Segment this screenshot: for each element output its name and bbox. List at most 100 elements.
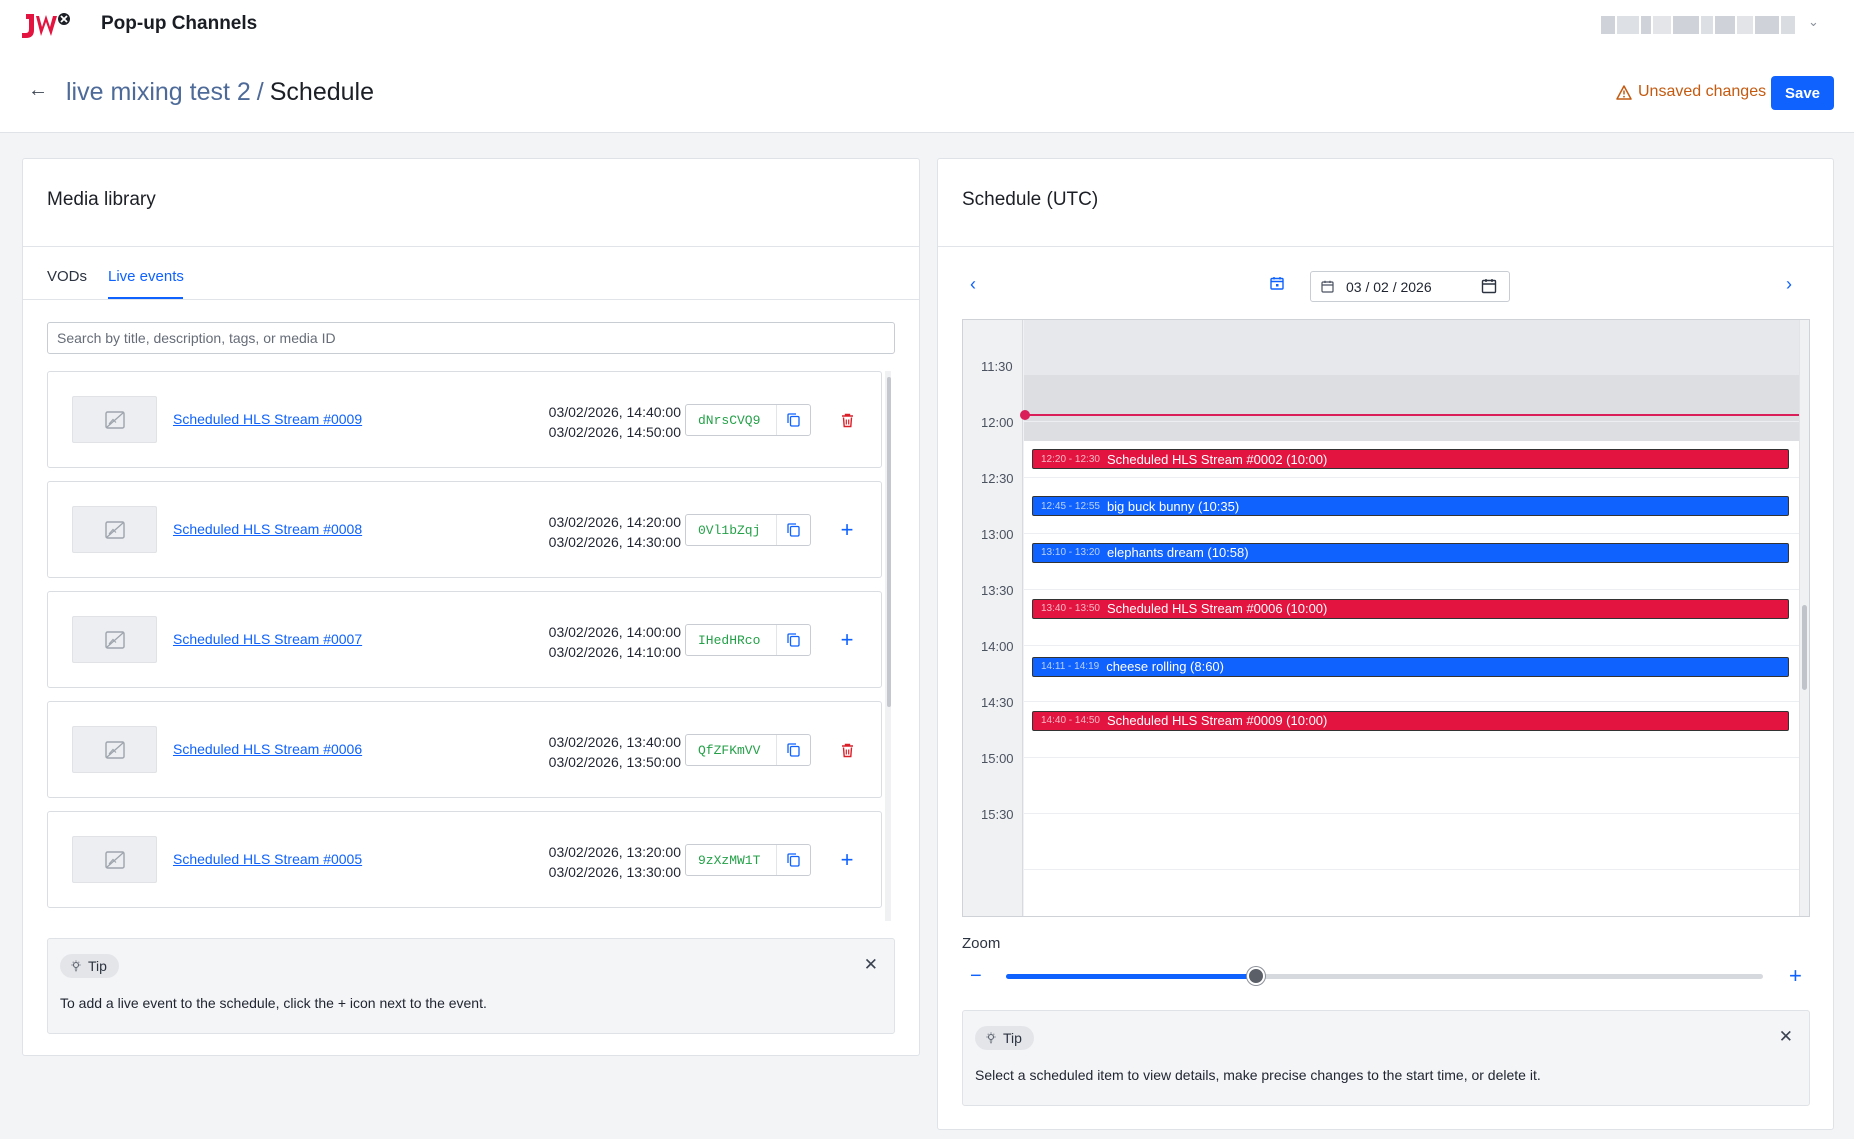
breadcrumb: live mixing test 2/Schedule bbox=[66, 78, 374, 107]
jw-logo[interactable] bbox=[20, 8, 84, 44]
schedule-event[interactable]: 12:45 - 12:55 big buck bunny (10:35) bbox=[1032, 496, 1789, 516]
tip-badge: Tip bbox=[60, 954, 119, 978]
event-time: 12:45 - 12:55 bbox=[1041, 500, 1100, 512]
breadcrumb-parent-link[interactable]: live mixing test 2 bbox=[66, 78, 251, 106]
media-id-value: 0Vl1bZqj bbox=[698, 523, 761, 538]
copy-icon[interactable] bbox=[776, 625, 810, 655]
divider bbox=[23, 246, 919, 247]
tab-live-events[interactable]: Live events bbox=[108, 268, 184, 285]
media-end-time: 03/02/2026, 14:10:00 bbox=[548, 644, 681, 660]
media-list-item[interactable]: Scheduled HLS Stream #0009 03/02/2026, 14… bbox=[47, 371, 882, 468]
tip-badge: Tip bbox=[975, 1026, 1034, 1050]
schedule-event[interactable]: 13:10 - 13:20 elephants dream (10:58) bbox=[1032, 542, 1789, 563]
date-picker-input[interactable]: 03 / 02 / 2026 bbox=[1310, 271, 1510, 302]
timeline-scrollbar[interactable] bbox=[1799, 320, 1809, 916]
add-icon[interactable]: + bbox=[840, 847, 854, 872]
media-id-field[interactable]: 9zXzMW1T bbox=[685, 844, 811, 876]
schedule-event[interactable]: 14:11 - 14:19 cheese rolling (8:60) bbox=[1032, 656, 1789, 677]
media-time-range: 03/02/2026, 14:40:00 03/02/2026, 14:50:00 bbox=[531, 402, 681, 442]
tip-label: Tip bbox=[1003, 1030, 1022, 1046]
past-time-region bbox=[1024, 375, 1799, 441]
media-time-range: 03/02/2026, 14:00:00 03/02/2026, 14:10:00 bbox=[531, 622, 681, 662]
user-account-name[interactable] bbox=[1601, 16, 1801, 34]
timeline-grid[interactable]: 12:20 - 12:30 Scheduled HLS Stream #0002 … bbox=[1020, 320, 1799, 916]
close-icon[interactable]: ✕ bbox=[863, 955, 878, 974]
schedule-event[interactable]: 14:40 - 14:50 Scheduled HLS Stream #0009 … bbox=[1032, 710, 1789, 731]
calendar-picker-icon[interactable] bbox=[1481, 278, 1497, 294]
media-id-field[interactable]: IHedHRco bbox=[685, 624, 811, 656]
media-time-range: 03/02/2026, 13:20:00 03/02/2026, 13:30:00 bbox=[531, 842, 681, 882]
zoom-out-icon[interactable]: − bbox=[970, 965, 982, 987]
schedule-event[interactable]: 13:40 - 13:50 Scheduled HLS Stream #0006 … bbox=[1032, 598, 1789, 619]
image-placeholder-icon bbox=[72, 726, 157, 773]
breadcrumb-separator: / bbox=[256, 78, 264, 106]
tip-box: Tip ✕ To add a live event to the schedul… bbox=[47, 938, 895, 1034]
calendar-icon bbox=[1321, 280, 1334, 293]
media-list-item[interactable]: Scheduled HLS Stream #0008 03/02/2026, 14… bbox=[47, 481, 882, 578]
copy-icon[interactable] bbox=[776, 405, 810, 435]
copy-icon[interactable] bbox=[776, 735, 810, 765]
copy-icon[interactable] bbox=[776, 845, 810, 875]
zoom-in-icon[interactable]: + bbox=[1789, 963, 1802, 988]
close-icon[interactable]: ✕ bbox=[1778, 1027, 1793, 1046]
tip-text: Select a scheduled item to view details,… bbox=[975, 1067, 1541, 1083]
back-arrow-icon[interactable]: ← bbox=[28, 79, 48, 101]
media-list-item[interactable]: Scheduled HLS Stream #0007 03/02/2026, 14… bbox=[47, 591, 882, 688]
time-label: 12:30 bbox=[981, 471, 1014, 486]
media-end-time: 03/02/2026, 14:50:00 bbox=[548, 424, 681, 440]
schedule-event[interactable]: 12:20 - 12:30 Scheduled HLS Stream #0002 … bbox=[1032, 449, 1789, 470]
current-time-line bbox=[1024, 414, 1799, 416]
tip-label: Tip bbox=[88, 958, 107, 974]
media-id-value: QfZFKmVV bbox=[698, 743, 761, 758]
add-icon[interactable]: + bbox=[840, 517, 854, 542]
media-list-item[interactable]: Scheduled HLS Stream #0006 03/02/2026, 13… bbox=[47, 701, 882, 798]
media-title-link[interactable]: Scheduled HLS Stream #0007 bbox=[173, 631, 363, 647]
media-title-link[interactable]: Scheduled HLS Stream #0009 bbox=[173, 411, 363, 427]
trash-icon[interactable] bbox=[838, 740, 856, 760]
trash-icon[interactable] bbox=[838, 410, 856, 430]
save-button[interactable]: Save bbox=[1771, 76, 1834, 110]
event-title: Scheduled HLS Stream #0002 (10:00) bbox=[1106, 451, 1328, 467]
media-end-time: 03/02/2026, 13:50:00 bbox=[548, 754, 681, 770]
event-title: cheese rolling (8:60) bbox=[1106, 659, 1224, 675]
lightbulb-icon bbox=[986, 1032, 996, 1044]
media-start-time: 03/02/2026, 14:00:00 bbox=[548, 624, 681, 640]
media-start-time: 03/02/2026, 14:40:00 bbox=[548, 404, 681, 420]
media-id-field[interactable]: QfZFKmVV bbox=[685, 734, 811, 766]
tab-vods[interactable]: VODs bbox=[47, 268, 88, 285]
media-list[interactable]: Scheduled HLS Stream #0009 03/02/2026, 14… bbox=[47, 371, 899, 921]
grid-line bbox=[1024, 869, 1799, 870]
event-time: 13:40 - 13:50 bbox=[1041, 603, 1100, 615]
chevron-down-icon[interactable]: ⌄ bbox=[1808, 14, 1819, 29]
grid-line bbox=[1024, 533, 1799, 534]
add-icon[interactable]: + bbox=[840, 627, 854, 652]
media-id-field[interactable]: 0Vl1bZqj bbox=[685, 514, 811, 546]
media-title-link[interactable]: Scheduled HLS Stream #0005 bbox=[173, 851, 363, 867]
chevron-left-icon[interactable]: ‹ bbox=[970, 274, 976, 294]
image-placeholder-icon bbox=[72, 396, 157, 443]
zoom-slider-handle[interactable] bbox=[1246, 967, 1265, 985]
chevron-right-icon[interactable]: › bbox=[1786, 274, 1792, 294]
timeline-scrollbar-thumb[interactable] bbox=[1802, 605, 1807, 690]
media-id-value: IHedHRco bbox=[698, 633, 761, 648]
media-id-field[interactable]: dNrsCVQ9 bbox=[685, 404, 811, 436]
copy-icon[interactable] bbox=[776, 515, 810, 545]
warning-icon bbox=[1616, 84, 1632, 100]
time-axis: 11:30 12:00 12:30 13:00 13:30 14:00 14:30 15:00… bbox=[963, 320, 1023, 916]
schedule-timeline[interactable]: 11:30 12:00 12:30 13:00 13:30 14:00 14:30 15:00… bbox=[962, 319, 1810, 917]
zoom-slider-track[interactable] bbox=[1006, 974, 1763, 979]
schedule-panel: Schedule (UTC) ‹ 03 / 02 / 2026 › 11:30 1… bbox=[937, 158, 1834, 1130]
calendar-today-icon[interactable] bbox=[1270, 276, 1284, 295]
time-label: 12:00 bbox=[981, 415, 1014, 430]
media-library-title: Media library bbox=[47, 189, 156, 210]
media-list-scrollbar-thumb[interactable] bbox=[887, 377, 891, 707]
media-start-time: 03/02/2026, 14:20:00 bbox=[548, 514, 681, 530]
media-search-input[interactable] bbox=[47, 322, 895, 354]
unsaved-changes-label: Unsaved changes bbox=[1638, 83, 1767, 100]
media-title-link[interactable]: Scheduled HLS Stream #0008 bbox=[173, 521, 363, 537]
media-title-link[interactable]: Scheduled HLS Stream #0006 bbox=[173, 741, 363, 757]
event-time: 14:11 - 14:19 bbox=[1041, 661, 1100, 673]
event-time: 14:40 - 14:50 bbox=[1041, 715, 1100, 727]
zoom-slider-fill bbox=[1006, 974, 1256, 979]
media-list-item[interactable]: Scheduled HLS Stream #0005 03/02/2026, 13… bbox=[47, 811, 882, 908]
